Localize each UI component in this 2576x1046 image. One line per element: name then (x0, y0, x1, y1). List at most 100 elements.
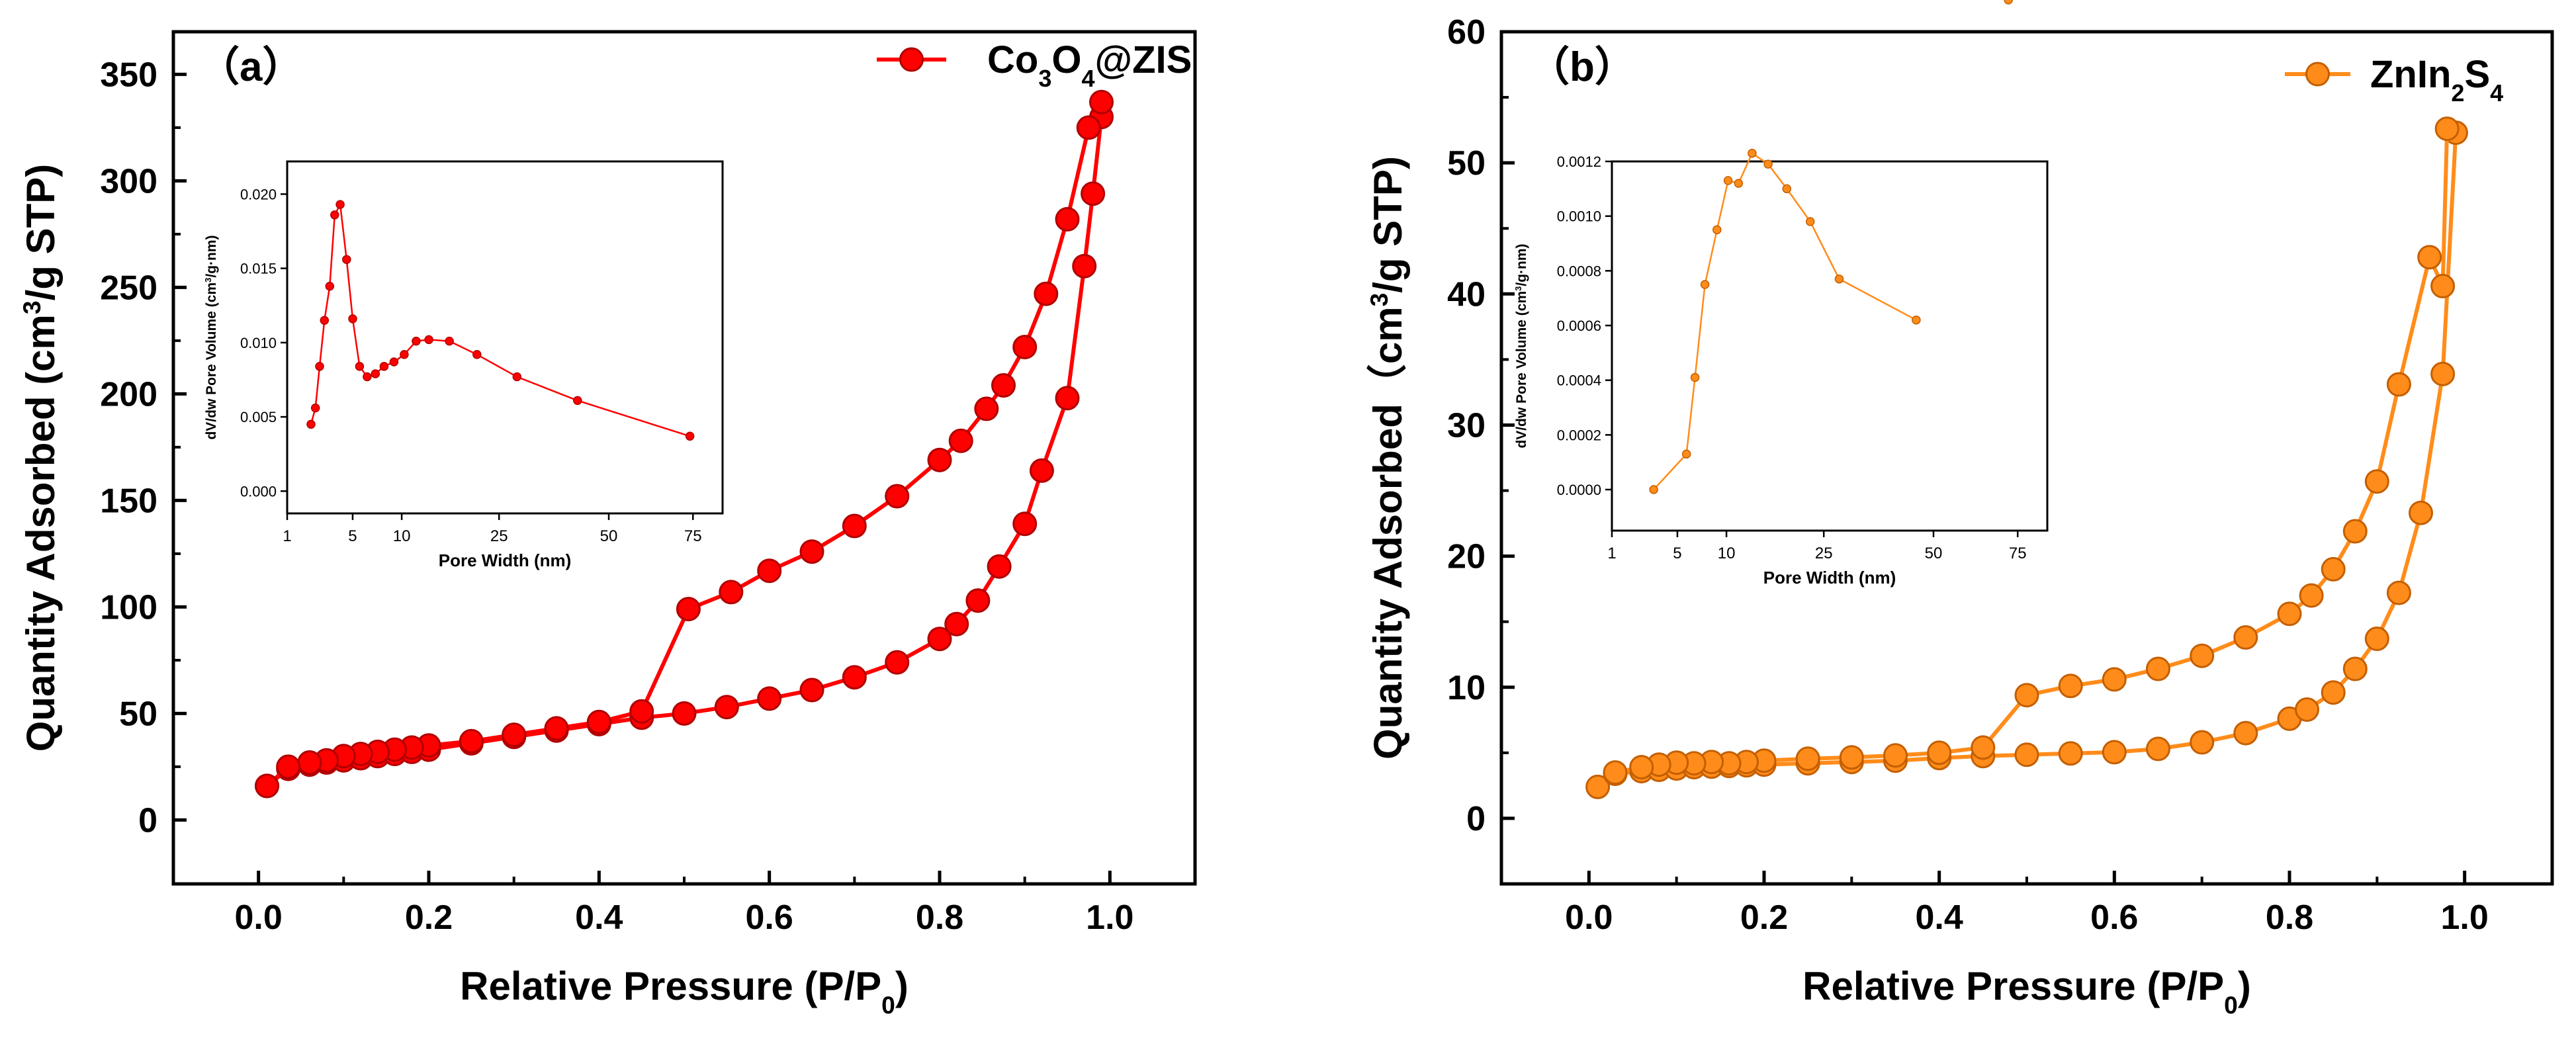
data-point (2058, 674, 2083, 699)
data-point (965, 588, 991, 613)
data-point (927, 447, 952, 472)
y-axis-label: Quantity Adsorbed (cm3/g STP) (18, 164, 63, 752)
data-point (757, 558, 782, 584)
inset-x-tick-label: 50 (1925, 545, 1943, 562)
inset-y-tick-label: 0.010 (240, 335, 277, 351)
x-tick-label: 0.8 (2266, 898, 2313, 937)
inset-frame (1611, 160, 2049, 532)
data-point (2102, 667, 2127, 692)
x-axis-label: Relative Pressure (P/P0) (460, 964, 909, 1019)
data-point (2386, 580, 2411, 605)
inset-data-point (445, 336, 454, 346)
data-point (719, 580, 744, 605)
y-tick-label: 0 (138, 801, 157, 840)
legend-label-part: 4 (1081, 65, 1094, 92)
x-tick-label: 0.0 (235, 898, 283, 937)
y-axis-label-part: /g STP) (1366, 156, 1410, 293)
inset-data-point (1681, 449, 1691, 459)
inset-data-point (379, 362, 389, 371)
inset-y-tick-label: 0.0012 (1557, 153, 1601, 170)
inset-x-tick-label: 1 (1607, 545, 1616, 562)
inset-data-point (330, 210, 339, 220)
data-point (2014, 742, 2039, 767)
legend-label-part: 2 (2451, 79, 2464, 107)
data-point (2417, 245, 2442, 270)
data-point (2430, 273, 2456, 298)
data-point (2190, 730, 2215, 755)
x-tick-label: 1.0 (1086, 898, 1133, 937)
data-point (714, 695, 739, 720)
inset-y-axis-label: dV/dw Pore Volume (cm3/g·nm) (203, 235, 220, 439)
y-tick-label: 20 (1447, 538, 1486, 576)
inset-data-point (315, 362, 324, 371)
x-tick-label: 0.6 (746, 898, 793, 937)
data-point (2299, 583, 2324, 608)
inset-y-tick-label: 0.020 (240, 186, 277, 202)
data-point (1055, 386, 1080, 411)
inset-data-point (1700, 280, 1710, 289)
y-tick-label: 300 (100, 162, 157, 200)
x-tick-label: 0.4 (1916, 898, 1963, 937)
y-tick-label: 10 (1447, 669, 1486, 707)
panel-label: （b） (1529, 44, 1636, 90)
data-point (2430, 361, 2456, 386)
data-point (2434, 116, 2460, 142)
data-point (927, 627, 952, 652)
data-point (2364, 469, 2389, 494)
legend: ZnIn2S4 (2285, 53, 2503, 107)
data-point (2233, 625, 2258, 650)
legend-label-part: ZnIn (2370, 53, 2451, 96)
inset-data-point (1734, 179, 1744, 188)
panel-b: 0.0 0.2 0.4 0.6 0.8 1.00102030405060Relative … (1365, 0, 2554, 1019)
inset-data-point (512, 372, 522, 382)
data-point (1883, 743, 1908, 768)
y-tick-label: 200 (100, 375, 157, 414)
data-point (1012, 511, 1038, 537)
panel-label: （a） (199, 44, 303, 90)
inset-data-point (1723, 176, 1733, 185)
x-tick-label: 0.2 (405, 898, 453, 937)
inset-data-point (348, 314, 357, 324)
y-axis-label-part: Quantity Adsorbed（cm (1366, 306, 1410, 760)
inset-x-axis-label: Pore Width (nm) (1763, 568, 1896, 588)
legend-label-part: 3 (1038, 65, 1051, 92)
data-point (1629, 755, 1654, 780)
x-tick-label: 1.0 (2441, 898, 2489, 937)
inset-y-axis-label-part: 3 (1513, 286, 1523, 291)
x-tick-label: 0.0 (1565, 898, 1613, 937)
inset-y-axis-label-part: dV/dw Pore Volume (cm (1514, 291, 1529, 449)
inset-x-tick-label: 50 (600, 527, 618, 545)
inset-data-point (335, 200, 345, 209)
data-point (459, 728, 484, 754)
data-point (629, 699, 654, 724)
x-axis-label-part: 0 (2224, 991, 2238, 1019)
data-point (2277, 601, 2302, 627)
inset-x-tick-label: 25 (1815, 545, 1833, 562)
inset-x-tick-label: 10 (393, 527, 411, 545)
inset-x-axis-label: Pore Width (nm) (439, 550, 572, 570)
legend-label-part: Co (987, 38, 1038, 81)
data-point (2146, 656, 2170, 681)
inset-x-tick-label: 75 (684, 527, 702, 545)
data-point (1034, 281, 1059, 306)
desorption-series (1603, 116, 2460, 785)
data-point (2321, 680, 2346, 705)
inset-data-point (310, 403, 320, 413)
data-point (586, 709, 611, 734)
inset-data-point (1782, 184, 1792, 194)
inset-y-axis-label-part: 3 (203, 278, 213, 283)
data-point (2102, 740, 2127, 765)
data-point (1012, 335, 1038, 360)
inset-data-point (1805, 217, 1815, 226)
data-point (842, 665, 867, 690)
inset-y-axis-label-part: dV/dw Pore Volume (cm (204, 283, 219, 440)
inset-data-point (573, 396, 582, 406)
data-point (1055, 206, 1080, 232)
y-axis-label-part: 3 (1365, 293, 1393, 307)
x-tick-label: 0.4 (575, 898, 623, 937)
data-point (502, 722, 527, 748)
data-point (2364, 627, 2389, 651)
data-point (2190, 643, 2215, 668)
data-point (297, 750, 322, 775)
